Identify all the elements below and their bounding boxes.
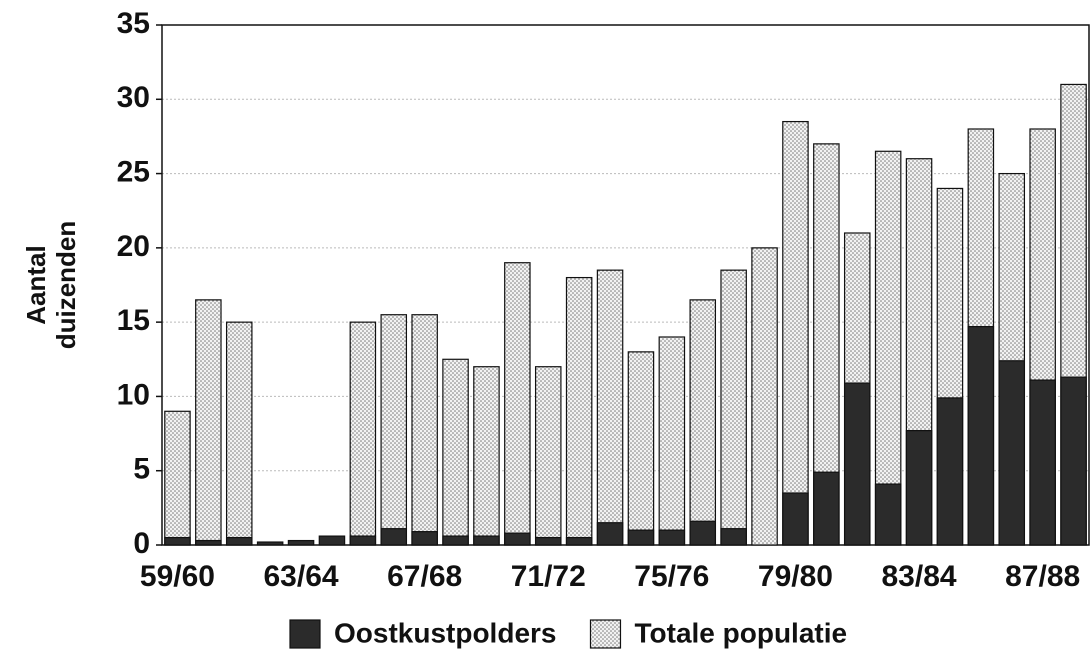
legend-label: Oostkustpolders: [334, 617, 556, 648]
legend-label: Totale populatie: [634, 617, 847, 648]
bar: [689, 520, 717, 546]
bar: [720, 269, 747, 546]
bar: [380, 314, 408, 546]
bar: [287, 539, 315, 546]
y-tick-label: 35: [117, 7, 150, 40]
legend-swatch: [289, 619, 321, 649]
bar: [751, 247, 778, 546]
bar: [1060, 376, 1087, 546]
y-tick-label: 0: [133, 527, 150, 560]
bar: [195, 299, 222, 546]
bar: [874, 483, 902, 546]
bar: [596, 522, 624, 546]
bar: [164, 536, 191, 546]
bar: [318, 535, 346, 546]
bar: [164, 410, 191, 546]
bar: [349, 321, 377, 546]
bar: [905, 430, 933, 546]
bar: [782, 120, 809, 546]
bar: [843, 382, 871, 546]
bar: [936, 397, 964, 546]
bar: [534, 536, 562, 546]
y-label-line: duizenden: [51, 221, 81, 350]
bar: [565, 276, 593, 546]
bar: [627, 529, 655, 546]
x-tick-label: 71/72: [511, 560, 586, 593]
x-tick-label: 79/80: [758, 560, 833, 593]
bar: [658, 529, 686, 546]
bar: [596, 269, 624, 546]
bar: [689, 299, 717, 546]
x-tick-label: 63/64: [264, 560, 339, 593]
x-tick-label: 87/88: [1005, 560, 1080, 593]
bar: [504, 532, 531, 546]
bar: [658, 336, 686, 546]
bar: [473, 535, 500, 546]
y-tick-label: 5: [133, 453, 150, 486]
y-tick-label: 10: [117, 378, 150, 411]
bar: [813, 471, 840, 546]
legend-swatch: [589, 619, 622, 649]
bar: [380, 528, 408, 546]
y-tick-label: 20: [117, 230, 150, 263]
bar: [720, 528, 747, 546]
bar: [195, 539, 222, 546]
y-axis-label: Aantal duizenden: [21, 221, 81, 350]
bar: [256, 541, 284, 546]
y-tick-label: 30: [117, 81, 150, 114]
bar: [627, 351, 655, 546]
y-tick-label: 15: [117, 304, 150, 337]
x-tick-label: 59/60: [140, 560, 215, 593]
bar: [411, 531, 438, 546]
y-tick-label: 25: [117, 155, 150, 188]
bar: [967, 326, 995, 546]
bar: [225, 321, 253, 546]
bar: [504, 262, 531, 546]
bar: [442, 535, 469, 546]
bar: [349, 535, 377, 546]
bar: [442, 358, 469, 546]
plot-frame: [161, 24, 1090, 546]
bar: [565, 536, 593, 546]
x-tick-label: 75/76: [634, 560, 709, 593]
bar: [534, 366, 562, 546]
bar: [1029, 379, 1056, 546]
bar: [782, 492, 809, 546]
bar: [473, 366, 500, 546]
x-tick-label: 83/84: [882, 560, 957, 593]
bar: [998, 360, 1026, 546]
x-tick-label: 67/68: [387, 560, 462, 593]
y-label-line: Aantal: [21, 245, 51, 324]
bar: [411, 314, 438, 546]
bar: [225, 536, 253, 546]
